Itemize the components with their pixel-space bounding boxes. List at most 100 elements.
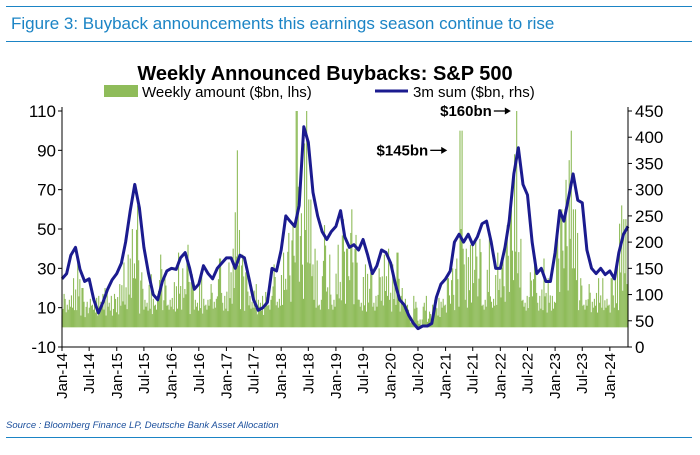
bar-weekly-amount [528,297,530,328]
bar-weekly-amount [557,229,559,328]
bar-weekly-amount [291,240,293,328]
bar-weekly-amount [152,298,154,328]
bar-weekly-amount [112,308,114,328]
bar-weekly-amount [362,276,364,328]
bar-weekly-amount [364,264,367,328]
bar-weekly-amount [336,294,338,328]
bar-weekly-amount [287,251,289,328]
bar-weekly-amount [591,301,593,328]
bar-weekly-amount [518,252,520,328]
bar-weekly-amount [474,269,476,328]
bar-weekly-amount [538,310,540,328]
bar-weekly-amount [390,292,392,328]
bar-weekly-amount [622,290,624,328]
bar-weekly-amount [166,305,168,328]
bar-weekly-amount [79,279,81,328]
annotation-arrowhead [441,146,448,154]
bar-weekly-amount [262,295,264,328]
bar-weekly-amount [460,229,462,328]
bar-weekly-amount [330,294,332,328]
bar-weekly-amount [236,150,238,328]
bar-weekly-amount [561,209,563,328]
bar-weekly-amount [496,304,498,328]
bar-weekly-amount [456,258,458,328]
bar-weekly-amount [246,272,248,328]
bar-weekly-amount [256,314,258,328]
bar-weekly-amount [118,314,120,328]
bar-weekly-amount [392,264,394,328]
bar-weekly-amount [251,301,253,328]
bar-weekly-amount [540,308,542,328]
bar-weekly-amount [187,244,189,328]
bar-weekly-amount [487,291,489,328]
bar-weekly-amount [186,261,188,328]
bar-weekly-amount [359,306,361,328]
bar-weekly-amount [481,305,483,328]
bar-weekly-amount [165,285,167,328]
bar-weekly-amount [290,301,292,328]
bar-weekly-amount [584,309,586,328]
bar-weekly-amount [506,225,508,328]
bar-weekly-amount [141,272,143,328]
bar-weekly-amount [514,154,516,328]
bar-weekly-amount [562,250,564,328]
bar-weekly-amount [356,262,358,328]
bar-weekly-amount [505,240,507,328]
bar-weekly-amount [462,248,464,328]
bar-weekly-amount [412,323,414,328]
tick-label-bottom: Jul-22 [520,353,537,394]
bar-weekly-amount [620,272,622,328]
bar-weekly-amount [569,238,571,328]
bar-weekly-amount [171,297,173,328]
bar-weekly-amount [523,306,525,328]
bar-weekly-amount [304,143,306,328]
bar-weekly-amount [104,288,106,328]
legend-label-3m-sum: 3m sum ($bn, rhs) [413,84,535,101]
bar-weekly-amount [605,307,607,328]
bar-weekly-amount [212,308,214,328]
bar-weekly-amount [109,310,111,328]
bar-weekly-amount [115,298,117,328]
annotation-label: $145bn [377,142,429,159]
bar-weekly-amount [258,306,260,328]
bar-weekly-amount [66,304,68,328]
bar-weekly-amount [265,291,267,328]
bar-weekly-amount [164,278,166,328]
bar-weekly-amount [576,280,578,328]
bar-weekly-amount [343,251,346,328]
bar-weekly-amount [537,302,539,328]
tick-label-left: 10 [37,299,56,318]
bar-weekly-amount [214,307,216,328]
bar-weekly-amount [578,310,580,328]
bar-weekly-amount [62,308,64,328]
bar-weekly-amount [224,295,226,328]
bar-weekly-amount [512,280,515,328]
bar-weekly-amount [532,279,535,328]
bar-weekly-amount [494,305,496,328]
bar-weekly-amount [428,311,431,328]
bar-weekly-amount [167,304,169,328]
bar-weekly-amount [266,297,268,328]
bar-weekly-amount [67,309,69,328]
bar-weekly-amount [254,307,256,328]
bar-weekly-amount [88,307,90,328]
bar-weekly-amount [476,256,478,328]
bar-weekly-amount [252,307,254,328]
bar-weekly-amount [461,130,463,328]
bar-weekly-amount [309,263,311,328]
source-note: Source : Bloomberg Finance LP, Deutsche … [6,420,279,431]
bar-weekly-amount [157,299,159,328]
bar-weekly-amount [430,313,432,328]
bar-weekly-amount [155,309,158,328]
bar-weekly-amount [120,305,122,328]
bar-weekly-amount [158,290,160,328]
bar-weekly-amount [600,295,602,328]
bar-weekly-amount [327,287,329,328]
bar-weekly-amount [132,278,134,328]
bar-weekly-amount [220,258,222,328]
bar-weekly-amount [437,315,439,328]
bar-weekly-amount [218,258,221,328]
bar-weekly-amount [445,312,447,328]
bar-weekly-amount [618,310,620,328]
bar-weekly-amount [403,307,405,328]
